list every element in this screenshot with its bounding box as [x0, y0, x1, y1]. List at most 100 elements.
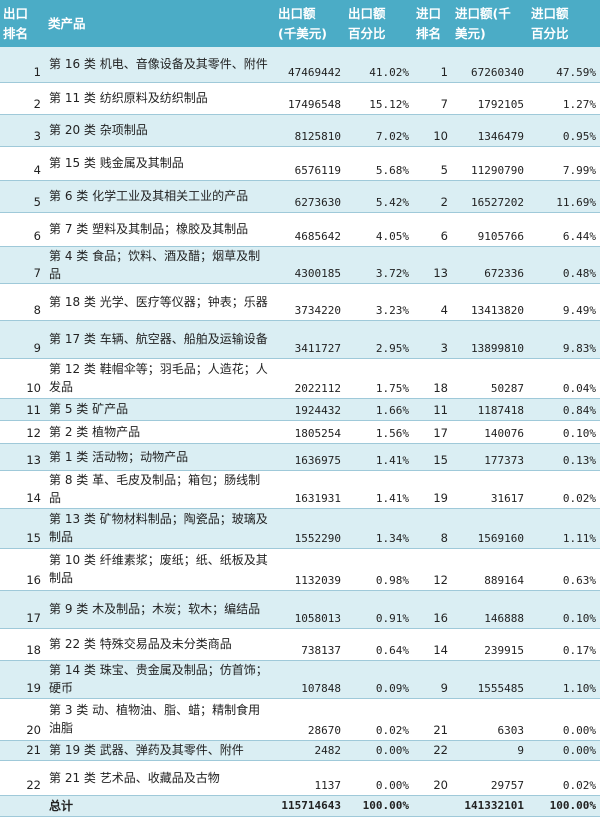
header-text: 进口额 — [531, 5, 569, 21]
export-rank-cell: 13 — [0, 443, 45, 471]
header-export-percent: 出口额 百分比 — [345, 0, 413, 47]
product-cell: 第 15 类 贱金属及其制品 — [45, 146, 275, 181]
import-value-cell: 889164 — [452, 548, 528, 591]
import-percent-cell: 0.04% — [528, 358, 600, 399]
import-percent-cell: 0.13% — [528, 443, 600, 471]
table-row: 14 第 8 类 革、毛皮及制品；箱包；肠线制品 1631931 1.41% 19 316… — [0, 470, 600, 509]
header-row: 出口排名 类产品 出口额 (千美元) 出口额 百分比 进口排名 进口额(千 美元) 进口额 百分比 — [0, 0, 600, 47]
import-value-cell: 9105766 — [452, 212, 528, 247]
export-value-cell: 47469442 — [275, 47, 345, 83]
import-value-cell: 1792105 — [452, 82, 528, 115]
import-percent-cell: 0.95% — [528, 114, 600, 147]
product-cell: 第 16 类 机电、音像设备及其零件、附件 — [45, 47, 275, 83]
header-text: 进口额(千 — [455, 5, 511, 21]
import-rank-cell: 14 — [413, 628, 452, 661]
product-cell: 第 22 类 特殊交易品及未分类商品 — [45, 628, 275, 661]
export-rank-cell: 20 — [0, 698, 45, 741]
import-value-cell: 31617 — [452, 470, 528, 509]
export-rank-cell: 4 — [0, 146, 45, 181]
export-value-cell: 1137 — [275, 760, 345, 796]
import-rank-cell: 19 — [413, 470, 452, 509]
export-value-cell: 4300185 — [275, 246, 345, 284]
total-import-pct-cell: 100.00% — [528, 795, 600, 817]
header-text: 出口额 — [348, 5, 386, 21]
header-text: 美元) — [455, 25, 486, 41]
import-percent-cell: 0.10% — [528, 420, 600, 444]
import-value-cell: 67260340 — [452, 47, 528, 83]
product-cell: 第 6 类 化学工业及其相关工业的产品 — [45, 180, 275, 213]
export-percent-cell: 3.23% — [345, 283, 413, 321]
import-percent-cell: 0.48% — [528, 246, 600, 284]
export-value-cell: 28670 — [275, 698, 345, 741]
export-value-cell: 6273630 — [275, 180, 345, 213]
import-rank-cell: 13 — [413, 246, 452, 284]
product-cell: 第 10 类 纤维素浆；废纸；纸、纸板及其制品 — [45, 548, 275, 591]
import-rank-cell: 2 — [413, 180, 452, 213]
import-rank-cell: 17 — [413, 420, 452, 444]
export-value-cell: 1552290 — [275, 508, 345, 549]
import-rank-cell: 22 — [413, 740, 452, 761]
product-cell: 第 19 类 武器、弹药及其零件、附件 — [45, 740, 275, 761]
header-text: 进口排名 — [416, 5, 442, 41]
total-export-pct-cell: 100.00% — [345, 795, 413, 817]
import-rank-cell: 5 — [413, 146, 452, 181]
export-value-cell: 1636975 — [275, 443, 345, 471]
total-label-cell: 总计 — [45, 795, 275, 817]
export-percent-cell: 1.34% — [345, 508, 413, 549]
table-row: 19 第 14 类 珠宝、贵金属及制品；仿首饰；硬币 107848 0.09% 9 155… — [0, 660, 600, 699]
import-percent-cell: 1.27% — [528, 82, 600, 115]
table-row: 18 第 22 类 特殊交易品及未分类商品 738137 0.64% 14 239915 0… — [0, 628, 600, 661]
import-value-cell: 672336 — [452, 246, 528, 284]
export-percent-cell: 5.42% — [345, 180, 413, 213]
export-rank-cell: 18 — [0, 628, 45, 661]
import-value-cell: 13899810 — [452, 320, 528, 359]
import-value-cell: 239915 — [452, 628, 528, 661]
export-rank-cell: 19 — [0, 660, 45, 699]
import-percent-cell: 0.02% — [528, 760, 600, 796]
product-cell: 第 8 类 革、毛皮及制品；箱包；肠线制品 — [45, 470, 275, 509]
export-value-cell: 3734220 — [275, 283, 345, 321]
export-value-cell: 1631931 — [275, 470, 345, 509]
header-text: 出口排名 — [3, 5, 29, 41]
export-percent-cell: 1.41% — [345, 443, 413, 471]
export-value-cell: 6576119 — [275, 146, 345, 181]
import-rank-cell: 9 — [413, 660, 452, 699]
empty-cell — [0, 795, 45, 817]
export-value-cell: 1058013 — [275, 590, 345, 629]
table-row: 17 第 9 类 木及制品；木炭；软木；编结品 1058013 0.91% 16 1468… — [0, 590, 600, 629]
export-percent-cell: 0.91% — [345, 590, 413, 629]
product-cell: 第 18 类 光学、医疗等仪器；钟表；乐器 — [45, 283, 275, 321]
export-percent-cell: 0.00% — [345, 740, 413, 761]
product-cell: 第 12 类 鞋帽伞等；羽毛品；人造花；人发品 — [45, 358, 275, 399]
import-percent-cell: 6.44% — [528, 212, 600, 247]
import-value-cell: 6303 — [452, 698, 528, 741]
import-percent-cell: 0.84% — [528, 398, 600, 421]
export-value-cell: 8125810 — [275, 114, 345, 147]
import-value-cell: 13413820 — [452, 283, 528, 321]
import-percent-cell: 0.63% — [528, 548, 600, 591]
export-percent-cell: 0.00% — [345, 760, 413, 796]
import-rank-cell: 7 — [413, 82, 452, 115]
export-percent-cell: 0.98% — [345, 548, 413, 591]
import-rank-cell: 6 — [413, 212, 452, 247]
export-rank-cell: 17 — [0, 590, 45, 629]
table-row: 16 第 10 类 纤维素浆；废纸；纸、纸板及其制品 1132039 0.98% 12 8… — [0, 548, 600, 591]
export-value-cell: 1805254 — [275, 420, 345, 444]
export-value-cell: 2482 — [275, 740, 345, 761]
import-rank-cell: 4 — [413, 283, 452, 321]
import-value-cell: 50287 — [452, 358, 528, 399]
export-percent-cell: 0.02% — [345, 698, 413, 741]
header-export-rank: 出口排名 — [0, 0, 45, 47]
product-cell: 第 17 类 车辆、航空器、船舶及运输设备 — [45, 320, 275, 359]
table-row: 12 第 2 类 植物产品 1805254 1.56% 17 140076 0.10% — [0, 420, 600, 444]
product-cell: 第 20 类 杂项制品 — [45, 114, 275, 147]
export-percent-cell: 1.66% — [345, 398, 413, 421]
export-rank-cell: 6 — [0, 212, 45, 247]
export-percent-cell: 15.12% — [345, 82, 413, 115]
